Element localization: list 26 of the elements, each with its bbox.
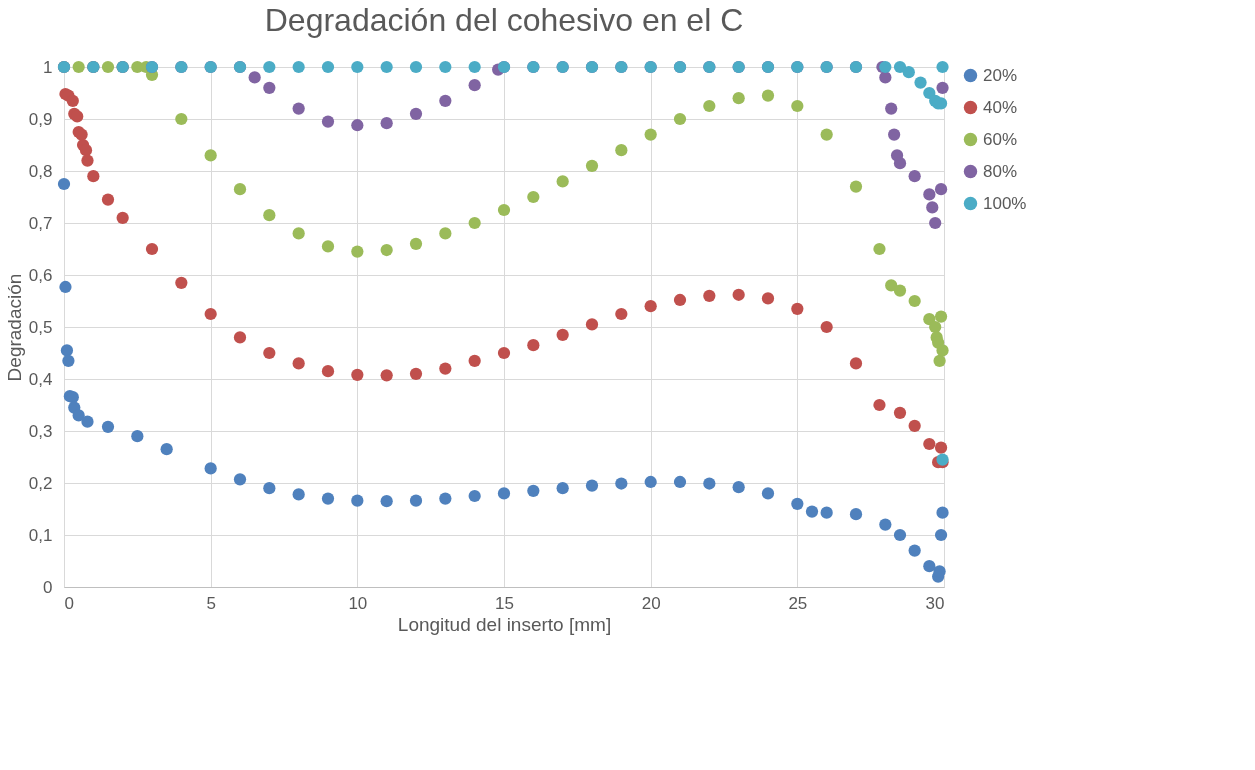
x-tick-label: 15: [495, 593, 514, 613]
y-tick-label: 0,4: [28, 369, 53, 389]
legend-label: 80%: [983, 161, 1018, 181]
y-tick-label: 0,9: [28, 109, 53, 129]
x-tick-label: 30: [925, 593, 945, 613]
legend-label: 100%: [983, 193, 1027, 213]
y-axis-title: Degradación: [3, 273, 25, 382]
legend-label: 20%: [983, 65, 1018, 85]
x-axis-title: Longitud del inserto [mm]: [397, 613, 612, 635]
x-tick-label: 20: [641, 593, 661, 613]
legend-label: 40%: [983, 97, 1018, 117]
chart-title: Degradación del cohesivo en el C: [264, 2, 744, 38]
x-tick-label: 25: [788, 593, 808, 613]
legend-label: 60%: [983, 129, 1018, 149]
y-tick-label: 0,3: [28, 421, 53, 441]
x-tick-label: 10: [348, 593, 368, 613]
x-tick-label: 5: [206, 593, 216, 613]
y-tick-label: 0,5: [28, 317, 53, 337]
x-tick-label: 0: [64, 593, 74, 613]
y-tick-label: 0,6: [28, 265, 53, 285]
y-tick-label: 0,1: [28, 525, 53, 545]
y-tick-label: 0: [43, 577, 53, 597]
y-tick-label: 0,8: [28, 161, 53, 181]
y-tick-label: 1: [43, 57, 53, 77]
y-tick-label: 0,7: [28, 213, 53, 233]
y-tick-label: 0,2: [28, 473, 53, 493]
